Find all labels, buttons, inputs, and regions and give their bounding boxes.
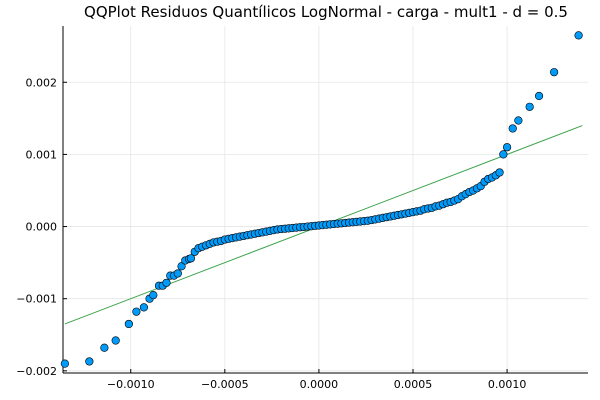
data-point (502, 143, 512, 152)
data-point (124, 319, 133, 329)
data-point (525, 102, 534, 111)
y-tick-label: −0.001 (16, 293, 57, 306)
x-tick-label: 0.0010 (488, 378, 527, 391)
axes (62, 26, 588, 374)
data-point (162, 278, 171, 287)
data-point (514, 116, 523, 125)
data-point (499, 150, 508, 159)
data-point (139, 303, 149, 312)
data-point (177, 262, 186, 271)
y-axis-ticks: −0.002 −0.001 0.000 0.001 0.002 (16, 76, 67, 378)
data-point (534, 91, 544, 101)
data-point (132, 307, 141, 316)
data-point (495, 168, 504, 177)
x-tick-label: 0.0000 (300, 378, 339, 391)
grid (63, 26, 588, 373)
y-tick-label: −0.002 (16, 365, 57, 378)
chart-title: QQPlot Residuos Quantílicos LogNormal - … (84, 3, 568, 21)
x-tick-label: −0.0005 (201, 378, 249, 391)
data-point (173, 269, 182, 278)
data-point (60, 359, 69, 368)
y-tick-label: 0.000 (26, 221, 58, 234)
data-point (111, 336, 120, 345)
data-point (550, 68, 559, 77)
data-point (186, 254, 196, 263)
y-tick-label: 0.001 (26, 148, 58, 161)
y-tick-label: 0.002 (26, 76, 58, 89)
data-point (100, 343, 109, 352)
x-tick-label: −0.0010 (107, 378, 155, 391)
data-point (574, 31, 583, 40)
data-point (149, 290, 158, 300)
x-tick-label: 0.0005 (394, 378, 433, 391)
x-axis-ticks: −0.0010 −0.0005 0.0000 0.0005 0.0010 (107, 369, 526, 391)
data-point (508, 124, 517, 133)
scatter-points (60, 31, 583, 368)
data-point (85, 357, 94, 366)
